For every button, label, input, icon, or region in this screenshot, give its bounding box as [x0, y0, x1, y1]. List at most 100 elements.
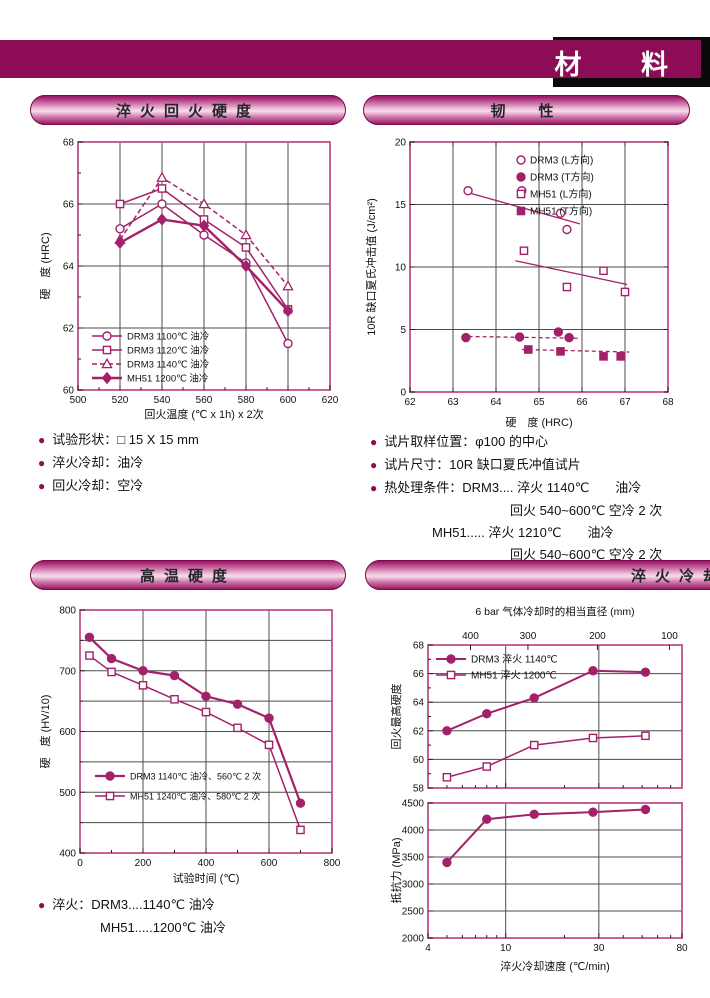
note-text: 淬火冷却：油冷	[52, 455, 144, 470]
note-line: 回火 540~600℃ 空冷 2 次	[510, 545, 662, 564]
svg-text:20: 20	[395, 138, 407, 149]
svg-text:MH51 1200℃ 油冷: MH51 1200℃ 油冷	[127, 373, 209, 385]
svg-text:500: 500	[59, 788, 76, 799]
svg-text:100: 100	[661, 631, 678, 642]
svg-text:硬 度 (HRC): 硬 度 (HRC)	[38, 232, 52, 299]
svg-text:800: 800	[324, 858, 341, 869]
svg-text:64: 64	[413, 698, 425, 709]
note-text: MH51..... 淬火 1210℃ 油冷	[432, 525, 614, 540]
svg-text:抵抗力 (MPa): 抵抗力 (MPa)	[390, 838, 403, 904]
svg-text:68: 68	[63, 138, 75, 149]
bullet-icon: ●	[38, 898, 46, 912]
svg-text:700: 700	[59, 666, 76, 677]
chart-quench-strength: 4 10 30 80 2000 2500 3000 3500 4000 4500 淬火冷却速度 (℃…	[390, 799, 688, 974]
note-text: 淬火：DRM3....1140℃ 油冷	[52, 897, 215, 912]
svg-text:0: 0	[77, 858, 83, 869]
svg-text:硬 度 (HRC): 硬 度 (HRC)	[505, 415, 572, 429]
svg-text:15: 15	[395, 200, 407, 211]
header-shadow-right	[701, 37, 710, 87]
svg-text:800: 800	[59, 606, 76, 617]
svg-text:66: 66	[63, 200, 75, 211]
note-text: 热处理条件：DRM3.... 淬火 1140℃ 油冷	[384, 480, 642, 495]
svg-text:200: 200	[135, 858, 152, 869]
svg-text:2500: 2500	[402, 907, 425, 918]
banner-title: 韧 性	[490, 102, 563, 120]
svg-text:MH51 (L方向): MH51 (L方向)	[530, 188, 592, 201]
svg-text:300: 300	[520, 631, 537, 642]
svg-text:3000: 3000	[402, 880, 425, 891]
bullet-icon: ●	[38, 479, 46, 493]
svg-text:MH51 (T方向): MH51 (T方向)	[530, 205, 592, 218]
header-shadow-top	[553, 37, 710, 40]
svg-text:DRM3 1120℃ 油冷: DRM3 1120℃ 油冷	[127, 345, 210, 357]
svg-text:67: 67	[619, 397, 631, 408]
header-shadow-bottom	[553, 78, 710, 87]
svg-text:62: 62	[404, 397, 416, 408]
svg-text:400: 400	[462, 631, 479, 642]
chart-hot-hardness: 0 200 400 600 800 400 500 600 700 800 试验时间 (℃) 硬 度 …	[38, 606, 341, 886]
note-text: 试验形状：□ 15 X 15 mm	[52, 432, 199, 447]
note-line: ● 淬火：DRM3....1140℃ 油冷	[38, 895, 226, 915]
svg-text:DRM3 1140℃ 油冷: DRM3 1140℃ 油冷	[127, 359, 210, 371]
svg-text:580: 580	[238, 395, 255, 406]
note-line: ● 热处理条件：DRM3.... 淬火 1140℃ 油冷	[370, 478, 662, 498]
svg-text:5: 5	[400, 325, 406, 336]
svg-text:0: 0	[400, 388, 406, 399]
note-text: 试片尺寸：10R 缺口夏氏冲值试片	[384, 457, 581, 472]
svg-text:63: 63	[447, 397, 459, 408]
svg-text:66: 66	[576, 397, 588, 408]
svg-text:DRM3 1100℃ 油冷: DRM3 1100℃ 油冷	[127, 331, 210, 343]
note-line: ● 试片取样位置：φ100 的中心	[370, 432, 662, 452]
banner-title: 淬火回火硬度	[115, 102, 260, 120]
svg-text:DRM3 (L方向): DRM3 (L方向)	[530, 154, 593, 167]
svg-text:4000: 4000	[402, 826, 425, 837]
note-text: 回火 540~600℃ 空冷 2 次	[510, 503, 663, 518]
svg-text:540: 540	[154, 395, 171, 406]
bullet-icon: ●	[370, 481, 378, 495]
banner-title: 淬火冷却	[631, 567, 710, 585]
svg-text:2000: 2000	[402, 934, 425, 945]
banner-title: 高温硬度	[139, 567, 236, 585]
banner-temper-hardness: 淬火回火硬度	[30, 95, 346, 125]
note-text: 试片取样位置：φ100 的中心	[384, 434, 548, 449]
svg-text:60: 60	[63, 386, 75, 397]
bullet-icon: ●	[38, 456, 46, 470]
svg-text:10: 10	[500, 943, 512, 954]
svg-text:58: 58	[413, 784, 425, 795]
svg-text:MH51 1240℃ 油冷、580℃ 2 次: MH51 1240℃ 油冷、580℃ 2 次	[130, 791, 260, 802]
svg-text:DRM3 淬火 1140℃: DRM3 淬火 1140℃	[471, 653, 558, 666]
svg-text:回火最高硬度: 回火最高硬度	[390, 684, 403, 750]
bullet-icon: ●	[370, 458, 378, 472]
svg-text:淬火冷却速度 (℃/min): 淬火冷却速度 (℃/min)	[500, 959, 610, 973]
header-band: 材 料	[0, 40, 710, 80]
notes-temper-hardness: ● 试验形状：□ 15 X 15 mm ● 淬火冷却：油冷 ● 回火冷却：空冷	[38, 430, 199, 499]
svg-text:400: 400	[59, 849, 76, 860]
svg-text:60: 60	[413, 755, 425, 766]
note-text: 回火冷却：空冷	[52, 478, 144, 493]
chart-temper-hardness: 500 520 540 560 580 600 620 60 62 64 66 68 回火温度 (℃ x…	[38, 138, 339, 422]
svg-text:3500: 3500	[402, 853, 425, 864]
svg-text:4: 4	[425, 943, 431, 954]
banner-quench-cooling: 淬火冷却	[365, 560, 710, 590]
svg-text:400: 400	[198, 858, 215, 869]
svg-text:6 bar 气体冷却时的相当直径 (mm): 6 bar 气体冷却时的相当直径 (mm)	[475, 605, 634, 618]
bullet-icon: ●	[38, 433, 46, 447]
note-line: MH51..... 淬火 1210℃ 油冷	[432, 523, 662, 542]
svg-text:520: 520	[112, 395, 129, 406]
note-text: MH51.....1200℃ 油冷	[100, 920, 226, 935]
svg-text:620: 620	[322, 395, 339, 406]
banner-toughness: 韧 性	[363, 95, 690, 125]
note-line: ● 淬火冷却：油冷	[38, 453, 199, 473]
svg-text:试验时间 (℃): 试验时间 (℃)	[173, 871, 240, 885]
chart-toughness: 62 63 64 65 66 67 68 0 5 10 15 20 硬 度 (HRC) 10R 缺口夏氏冲…	[364, 138, 674, 430]
note-line: ● 试片尺寸：10R 缺口夏氏冲值试片	[370, 455, 662, 475]
svg-text:30: 30	[593, 943, 605, 954]
svg-text:10: 10	[395, 263, 407, 274]
notes-toughness: ● 试片取样位置：φ100 的中心 ● 试片尺寸：10R 缺口夏氏冲值试片 ● 热处理条件…	[370, 432, 662, 567]
note-text: 回火 540~600℃ 空冷 2 次	[510, 547, 663, 562]
svg-text:200: 200	[589, 631, 606, 642]
svg-text:4500: 4500	[402, 799, 425, 810]
svg-text:560: 560	[196, 395, 213, 406]
svg-text:65: 65	[533, 397, 545, 408]
